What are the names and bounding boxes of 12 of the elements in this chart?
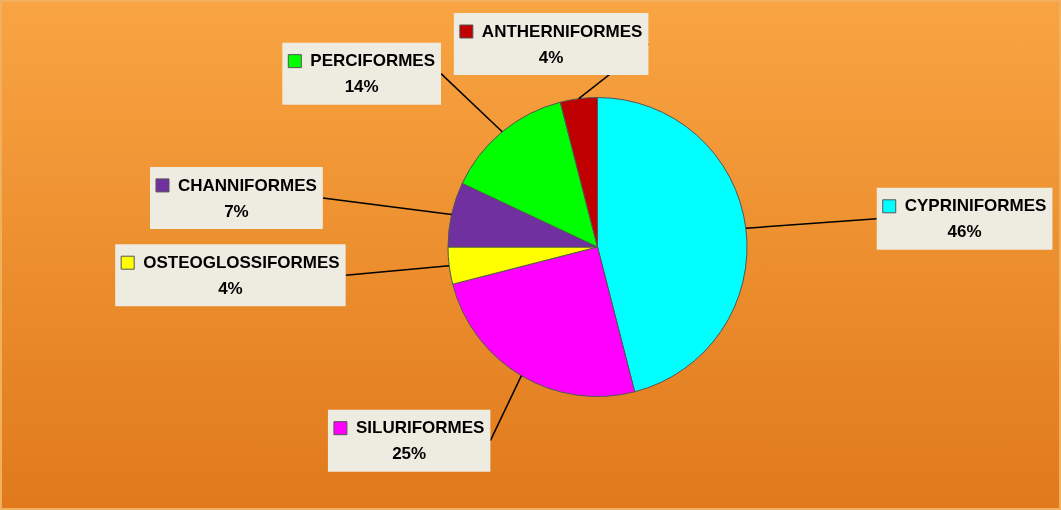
data-label: 4% xyxy=(218,278,243,298)
legend-label: PERCIFORMES xyxy=(310,51,435,71)
data-label: 7% xyxy=(224,201,249,221)
legend-label: OSTEOGLOSSIFORMES xyxy=(143,252,340,272)
data-label: 14% xyxy=(344,77,379,97)
data-label: 25% xyxy=(392,444,427,464)
data-label: 46% xyxy=(947,222,982,242)
legend-label: CHANNIFORMES xyxy=(178,175,317,195)
data-label: 4% xyxy=(538,47,564,67)
legend-label: CYPRINIFORMES xyxy=(904,196,1047,216)
legend-label: SILURIFORMES xyxy=(355,418,485,438)
legend-label: ANTHERNIFORMES xyxy=(481,21,643,41)
